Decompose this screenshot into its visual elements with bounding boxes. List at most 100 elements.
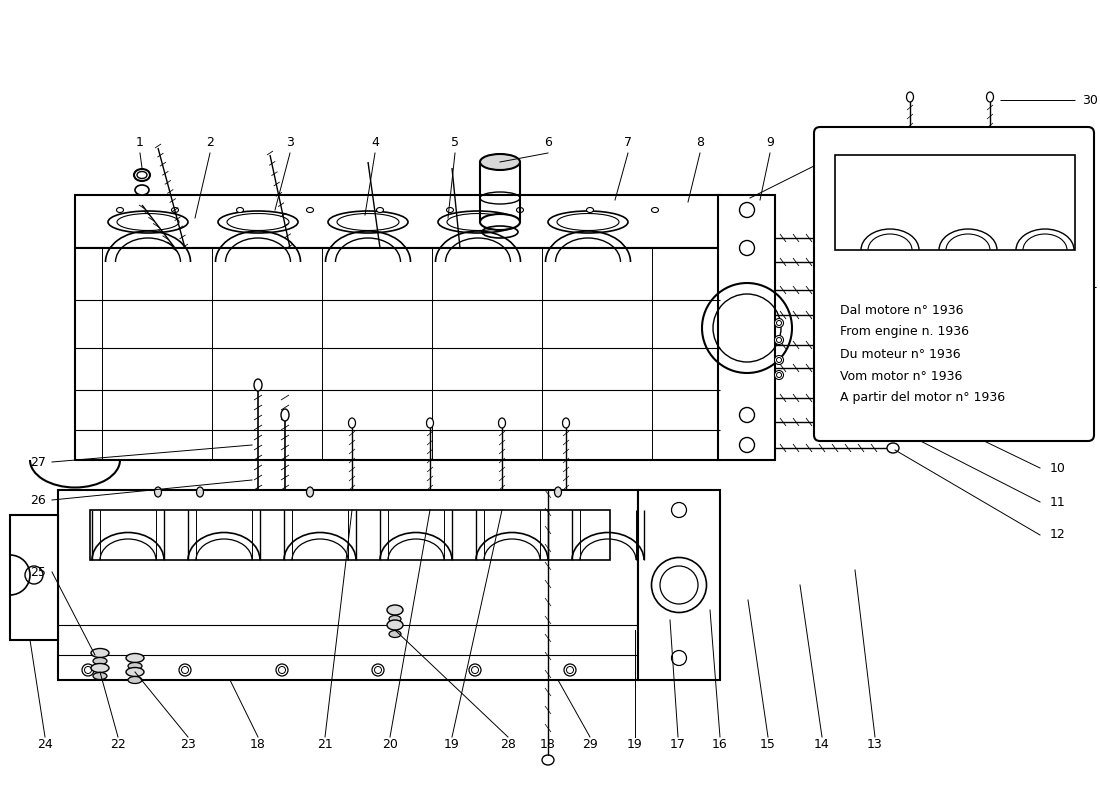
Text: 5: 5 — [451, 137, 459, 150]
Text: 11: 11 — [1050, 495, 1066, 509]
Text: 22: 22 — [110, 738, 125, 751]
Ellipse shape — [517, 207, 524, 213]
FancyBboxPatch shape — [814, 127, 1094, 441]
Ellipse shape — [117, 207, 123, 213]
Ellipse shape — [128, 677, 142, 683]
Text: 8: 8 — [696, 137, 704, 150]
Ellipse shape — [554, 487, 561, 497]
Ellipse shape — [887, 340, 899, 350]
Text: eurospares: eurospares — [161, 228, 339, 292]
Ellipse shape — [134, 169, 150, 181]
Ellipse shape — [94, 658, 107, 665]
Ellipse shape — [91, 663, 109, 673]
Text: eurospares: eurospares — [471, 548, 649, 612]
Ellipse shape — [887, 257, 899, 267]
Ellipse shape — [154, 487, 162, 497]
Ellipse shape — [892, 264, 907, 272]
Ellipse shape — [480, 214, 520, 230]
Text: 12: 12 — [1050, 529, 1066, 542]
Text: 18: 18 — [250, 738, 266, 751]
Ellipse shape — [774, 335, 783, 345]
Ellipse shape — [447, 207, 453, 213]
Text: 26: 26 — [30, 494, 46, 506]
Text: Du moteur n° 1936: Du moteur n° 1936 — [840, 347, 960, 361]
Ellipse shape — [777, 321, 781, 326]
Text: From engine n. 1936: From engine n. 1936 — [840, 326, 969, 338]
Ellipse shape — [906, 92, 913, 102]
Ellipse shape — [179, 664, 191, 676]
Ellipse shape — [376, 207, 384, 213]
Ellipse shape — [964, 272, 976, 278]
Text: 19: 19 — [627, 738, 642, 751]
Text: 30: 30 — [1082, 94, 1098, 106]
Text: Vom motor n° 1936: Vom motor n° 1936 — [840, 370, 962, 382]
Ellipse shape — [387, 620, 403, 630]
Text: 27: 27 — [30, 455, 46, 469]
Text: 24: 24 — [37, 738, 53, 751]
Ellipse shape — [894, 272, 906, 278]
Ellipse shape — [887, 443, 899, 453]
Ellipse shape — [542, 755, 554, 765]
Polygon shape — [75, 195, 720, 248]
Ellipse shape — [564, 664, 576, 676]
Text: 19: 19 — [444, 738, 460, 751]
Text: Dal motore n° 1936: Dal motore n° 1936 — [840, 303, 964, 317]
Text: 7: 7 — [624, 137, 632, 150]
Text: 10: 10 — [1050, 462, 1066, 474]
Ellipse shape — [126, 654, 144, 662]
Ellipse shape — [427, 418, 433, 428]
Ellipse shape — [498, 418, 506, 428]
Ellipse shape — [480, 154, 520, 170]
Ellipse shape — [280, 409, 289, 421]
Text: 14: 14 — [814, 738, 829, 751]
Polygon shape — [835, 155, 1075, 250]
Polygon shape — [638, 490, 721, 680]
Ellipse shape — [278, 666, 286, 674]
Ellipse shape — [962, 264, 978, 272]
Ellipse shape — [307, 207, 314, 213]
Ellipse shape — [82, 664, 94, 676]
Ellipse shape — [472, 666, 478, 674]
Ellipse shape — [887, 285, 899, 295]
Text: 25: 25 — [30, 566, 46, 578]
Ellipse shape — [887, 393, 899, 403]
Text: 31: 31 — [1082, 278, 1098, 291]
Ellipse shape — [94, 673, 107, 679]
Ellipse shape — [887, 417, 899, 427]
Ellipse shape — [389, 630, 402, 638]
Text: A partir del motor n° 1936: A partir del motor n° 1936 — [840, 391, 1005, 405]
Text: 12: 12 — [1050, 431, 1066, 445]
Ellipse shape — [777, 373, 781, 378]
Polygon shape — [718, 195, 776, 460]
Ellipse shape — [197, 487, 204, 497]
Ellipse shape — [307, 487, 314, 497]
Ellipse shape — [887, 363, 899, 373]
Text: 21: 21 — [317, 738, 333, 751]
Ellipse shape — [276, 664, 288, 676]
Text: 20: 20 — [382, 738, 398, 751]
Ellipse shape — [774, 355, 783, 365]
Ellipse shape — [387, 605, 403, 615]
Text: eurospares: eurospares — [471, 228, 649, 292]
Text: 4: 4 — [371, 137, 378, 150]
Ellipse shape — [172, 207, 178, 213]
Ellipse shape — [138, 171, 147, 178]
Polygon shape — [90, 510, 611, 560]
Ellipse shape — [774, 318, 783, 327]
Text: 16: 16 — [712, 738, 728, 751]
Text: 1: 1 — [136, 137, 144, 150]
Polygon shape — [10, 515, 58, 640]
Text: 17: 17 — [670, 738, 686, 751]
Text: 28: 28 — [500, 738, 516, 751]
Ellipse shape — [349, 418, 355, 428]
Ellipse shape — [562, 418, 570, 428]
Text: 10: 10 — [832, 137, 848, 150]
Ellipse shape — [91, 649, 109, 658]
Ellipse shape — [182, 666, 188, 674]
Text: eurospares: eurospares — [151, 548, 329, 612]
Ellipse shape — [374, 666, 382, 674]
Ellipse shape — [236, 207, 243, 213]
Ellipse shape — [469, 664, 481, 676]
Ellipse shape — [566, 666, 573, 674]
Ellipse shape — [372, 664, 384, 676]
